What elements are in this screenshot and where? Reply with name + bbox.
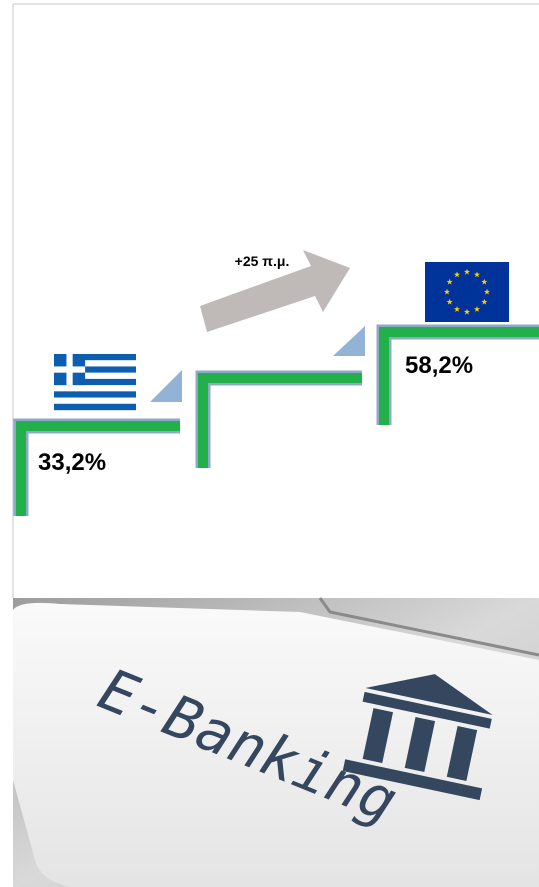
flag-stripe (54, 403, 136, 411)
flag-stripe (54, 385, 136, 392)
bank-base (342, 759, 483, 801)
eu-star (454, 306, 460, 312)
flag-stripe (54, 378, 136, 386)
step-3 (379, 327, 539, 425)
eu-flag (425, 262, 509, 322)
eu-star (474, 271, 480, 278)
eu-value: 58,2% (405, 352, 473, 379)
eu-stars (444, 268, 490, 315)
flag-stripe (54, 360, 136, 367)
eu-star (481, 298, 488, 305)
bank-column (362, 708, 394, 764)
eu-star (481, 278, 488, 285)
step-outline (195, 370, 362, 468)
key-edge (318, 597, 539, 657)
growth-arrow (200, 250, 350, 332)
eu-star (454, 271, 460, 278)
eu-star (446, 298, 453, 305)
step-2 (198, 373, 362, 468)
eu-star (464, 308, 470, 315)
bank-column (446, 725, 478, 781)
flag-stripe (54, 372, 136, 380)
eu-star (446, 278, 453, 285)
greek-flag (54, 354, 136, 411)
steps (13, 324, 539, 516)
bank-icon (342, 674, 493, 801)
flag-stripe (54, 397, 136, 404)
bank-column (404, 717, 436, 773)
growth-label: +25 π.μ. (235, 253, 290, 269)
eu-star (474, 306, 480, 312)
eu-star (484, 288, 490, 295)
bank-roof (365, 674, 493, 715)
step-triangle (333, 326, 365, 356)
greece-value: 33,2% (38, 449, 106, 476)
frame (12, 3, 539, 598)
e-banking-photo: E-Banking (13, 597, 539, 887)
flag-stripe (54, 354, 136, 361)
step-1 (16, 421, 180, 516)
bank-beam (362, 691, 492, 729)
flag-stripe (54, 366, 136, 373)
flag-cross (66, 354, 73, 386)
flag-stripe (54, 391, 136, 398)
step-triangle (150, 370, 182, 402)
key (13, 602, 539, 887)
eu-star (464, 268, 470, 275)
eu-star (444, 288, 450, 295)
